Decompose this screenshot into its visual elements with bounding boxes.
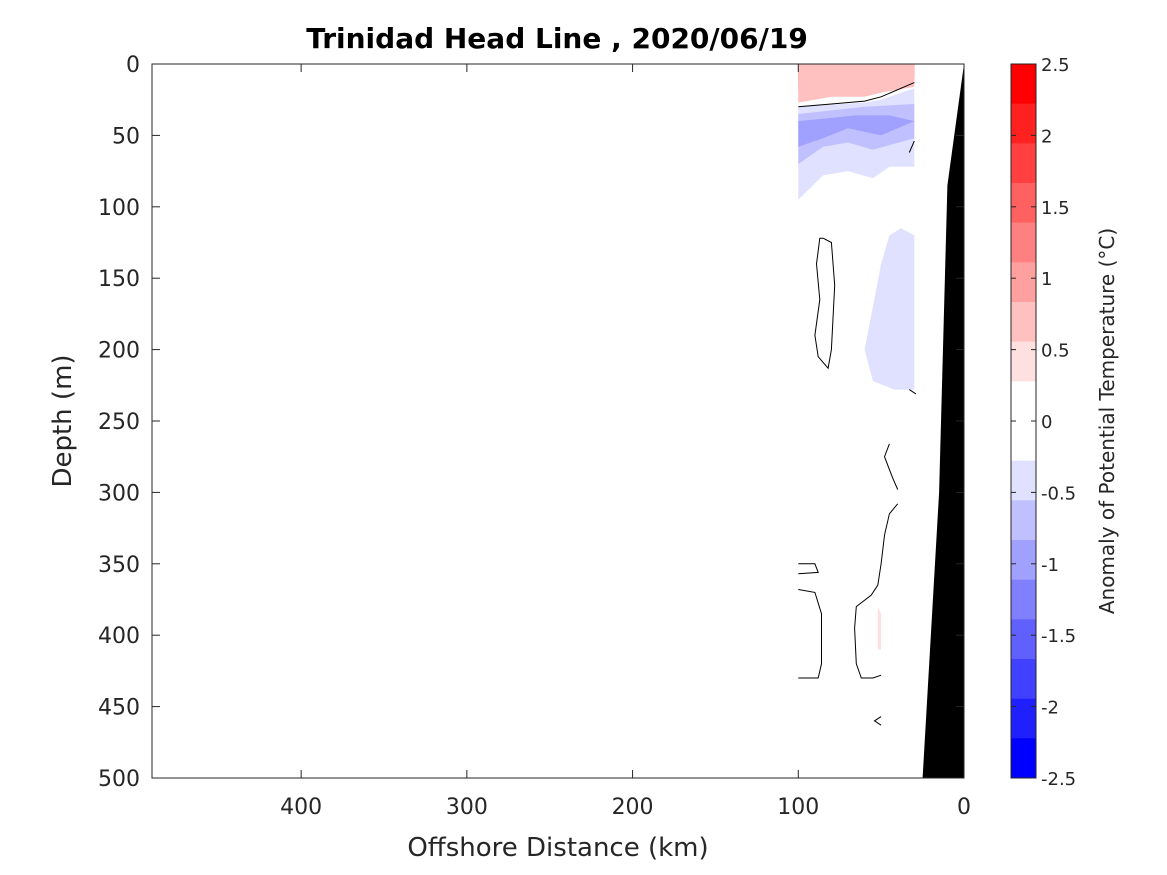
colorbar-tick-label: 1 <box>1041 269 1052 290</box>
zero-contour-line-8 <box>873 716 882 726</box>
colorbar-swatch <box>1011 143 1036 184</box>
colorbar-swatch <box>1011 659 1036 699</box>
y-tick-label: 150 <box>98 267 140 292</box>
colorbar-swatch <box>1011 698 1036 739</box>
colorbar-swatch <box>1011 103 1036 144</box>
y-tick-label: 450 <box>98 696 140 721</box>
colorbar-swatch <box>1011 341 1036 382</box>
plot-area <box>152 64 964 778</box>
colorbar-tick-label: 2 <box>1041 126 1052 147</box>
colorbar-tick-label: -1.5 <box>1041 626 1076 647</box>
colorbar-swatch <box>1011 500 1036 541</box>
zero-contour-line-3 <box>909 389 917 395</box>
anomaly-region-7 <box>864 228 915 390</box>
colorbar-swatch <box>1011 381 1036 422</box>
bathymetry-shape <box>922 64 964 778</box>
y-tick-label: 500 <box>98 767 140 792</box>
y-tick-label: 0 <box>126 53 140 78</box>
colorbar-swatch <box>1011 619 1036 660</box>
colorbar-swatch <box>1011 183 1036 223</box>
anomaly-region-3 <box>798 64 915 103</box>
anomaly-region-6 <box>798 115 915 147</box>
zero-contour-line-5 <box>854 503 899 679</box>
colorbar-swatch <box>1011 262 1036 303</box>
colorbar-swatch <box>1011 421 1036 461</box>
colorbar-tick-label: -1 <box>1041 555 1059 576</box>
zero-contour-layer <box>798 82 917 726</box>
x-tick-label: 300 <box>446 795 488 820</box>
zero-contour-line-2 <box>908 140 915 153</box>
bathymetry-layer <box>922 64 964 778</box>
x-axis: 400 300 200 100 0 <box>280 64 971 820</box>
zero-contour-line-7 <box>798 589 822 679</box>
y-axis: 0 50 100 150 200 250 300 350 400 450 500 <box>98 53 964 792</box>
colorbar-swatch <box>1011 460 1036 501</box>
x-tick-label: 400 <box>280 795 322 820</box>
colorbar-label: Anomaly of Potential Temperature (°C) <box>1095 228 1119 614</box>
colorbar-swatch <box>1011 579 1036 620</box>
zero-contour-line-6 <box>798 563 819 575</box>
colorbar-swatch <box>1011 302 1036 342</box>
anomaly-region-8 <box>876 603 882 650</box>
y-tick-label: 300 <box>98 481 140 506</box>
anomaly-fill-layer <box>798 64 915 650</box>
x-axis-label: Offshore Distance (km) <box>407 833 708 863</box>
colorbar-tick-label: 0 <box>1041 412 1052 433</box>
colorbar-tick-label: -2.5 <box>1041 769 1076 790</box>
colorbar: 2.5 2 1.5 1 0.5 0 -0.5 -1 -1.5 -2 -2.5 <box>1010 55 1076 790</box>
chart-title: Trinidad Head Line , 2020/06/19 <box>306 22 808 55</box>
colorbar-tick-label: 2.5 <box>1041 55 1070 76</box>
y-tick-label: 400 <box>98 624 140 649</box>
x-tick-label: 200 <box>612 795 654 820</box>
colorbar-swatch <box>1011 738 1036 779</box>
y-tick-label: 350 <box>98 553 140 578</box>
zero-contour-line-1 <box>814 237 836 370</box>
zero-contour-line-0 <box>798 82 915 108</box>
colorbar-tick-label: 0.5 <box>1041 341 1070 362</box>
colorbar-swatch <box>1011 540 1036 580</box>
colorbar-tick-label: 1.5 <box>1041 198 1070 219</box>
x-tick-label: 0 <box>957 795 971 820</box>
colorbar-tick-label: -2 <box>1041 698 1059 719</box>
y-axis-label: Depth (m) <box>48 354 78 487</box>
y-tick-label: 50 <box>112 124 140 149</box>
zero-contour-line-4 <box>883 443 899 490</box>
colorbar-swatch <box>1011 64 1036 104</box>
colorbar-swatch <box>1011 222 1036 263</box>
x-tick-label: 100 <box>777 795 819 820</box>
y-tick-label: 250 <box>98 410 140 435</box>
y-tick-label: 200 <box>98 339 140 364</box>
y-tick-label: 100 <box>98 196 140 221</box>
colorbar-tick-label: -0.5 <box>1041 483 1076 504</box>
